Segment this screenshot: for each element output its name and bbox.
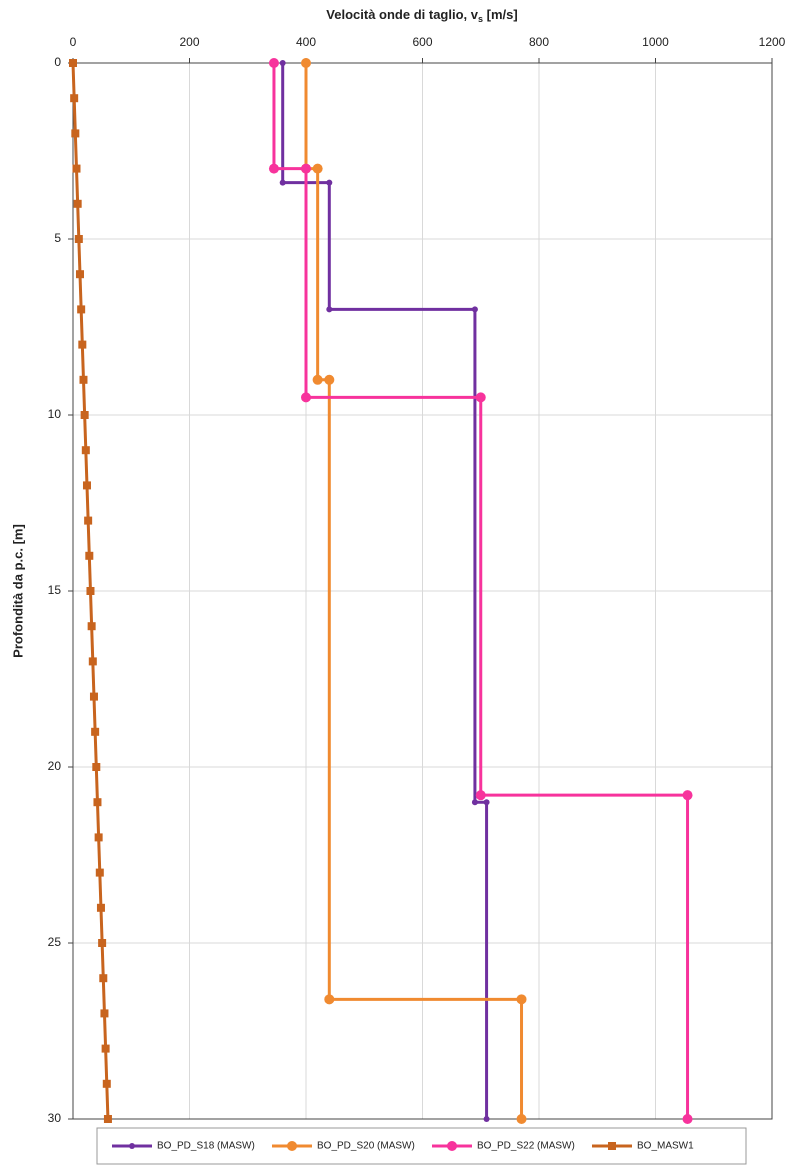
marker <box>82 481 91 490</box>
marker <box>279 179 286 186</box>
x-tick-label: 600 <box>412 35 432 49</box>
marker <box>682 790 693 801</box>
x-axis-title: Velocità onde di taglio, vs [m/s] <box>326 7 517 24</box>
marker <box>71 129 80 138</box>
marker <box>301 392 311 403</box>
legend-label: BO_MASW1 <box>637 1141 694 1152</box>
legend-marker <box>447 1141 457 1151</box>
marker <box>475 392 486 403</box>
marker <box>475 790 486 801</box>
marker <box>69 59 77 67</box>
y-tick-label: 15 <box>48 583 62 597</box>
marker <box>98 939 107 947</box>
marker <box>516 1114 527 1124</box>
x-axis-title-unit: [m/s] <box>483 7 518 22</box>
x-axis-title-sub: s <box>478 14 483 24</box>
marker <box>103 1115 112 1123</box>
legend-marker <box>129 1143 135 1149</box>
marker <box>324 994 335 1005</box>
plot-frame <box>72 62 773 1120</box>
y-tick-label: 30 <box>48 1111 62 1125</box>
marker <box>72 164 81 173</box>
marker <box>324 374 335 385</box>
marker <box>78 340 87 349</box>
marker <box>74 235 83 243</box>
x-tick-label: 1000 <box>642 35 669 49</box>
x-tick-label: 1200 <box>759 35 786 49</box>
x-tick-label: 800 <box>529 35 549 49</box>
marker <box>268 163 279 174</box>
marker <box>682 1114 693 1124</box>
marker <box>87 622 96 631</box>
marker <box>85 551 94 560</box>
marker <box>75 270 84 279</box>
marker <box>279 60 286 66</box>
x-tick-label: 200 <box>179 35 199 49</box>
marker <box>483 799 490 806</box>
y-tick-label: 20 <box>48 759 62 773</box>
marker <box>91 727 100 736</box>
marker <box>84 516 93 525</box>
legend-marker <box>287 1141 297 1151</box>
marker <box>312 163 323 174</box>
marker <box>79 375 88 384</box>
marker <box>77 305 86 314</box>
marker <box>99 974 108 983</box>
legend-label: BO_PD_S20 (MASW) <box>317 1141 415 1152</box>
marker <box>70 94 79 103</box>
legend-label: BO_PD_S22 (MASW) <box>477 1141 575 1152</box>
marker <box>312 374 323 385</box>
marker <box>73 199 82 208</box>
marker <box>88 657 97 666</box>
legend-box <box>96 1127 747 1165</box>
marker <box>96 903 105 912</box>
marker <box>100 1009 109 1018</box>
marker <box>326 306 333 313</box>
marker <box>301 58 311 68</box>
marker <box>94 833 103 842</box>
marker <box>89 692 98 701</box>
y-tick-label: 5 <box>54 231 61 245</box>
series-line <box>272 63 690 1119</box>
marker <box>92 763 101 771</box>
marker <box>102 1079 111 1088</box>
legend-label: BO_PD_S18 (MASW) <box>157 1141 255 1152</box>
marker <box>471 799 478 806</box>
marker <box>301 163 311 174</box>
marker <box>516 994 527 1005</box>
marker <box>101 1044 110 1053</box>
legend-marker <box>608 1142 616 1150</box>
marker <box>483 1116 490 1122</box>
x-tick-label: 0 <box>70 35 77 49</box>
y-axis-title: Profondità da p.c. [m] <box>10 524 25 658</box>
y-tick-label: 25 <box>48 935 62 949</box>
y-tick-label: 10 <box>48 407 62 421</box>
marker <box>95 868 104 877</box>
marker <box>80 411 89 419</box>
marker <box>268 58 279 68</box>
y-tick-label: 0 <box>54 55 61 69</box>
marker <box>86 587 95 595</box>
x-axis-title-main: Velocità onde di taglio, v <box>326 7 478 22</box>
x-tick-label: 400 <box>296 35 316 49</box>
marker <box>81 446 90 455</box>
marker <box>93 798 102 807</box>
marker <box>471 306 478 313</box>
marker <box>326 179 333 186</box>
